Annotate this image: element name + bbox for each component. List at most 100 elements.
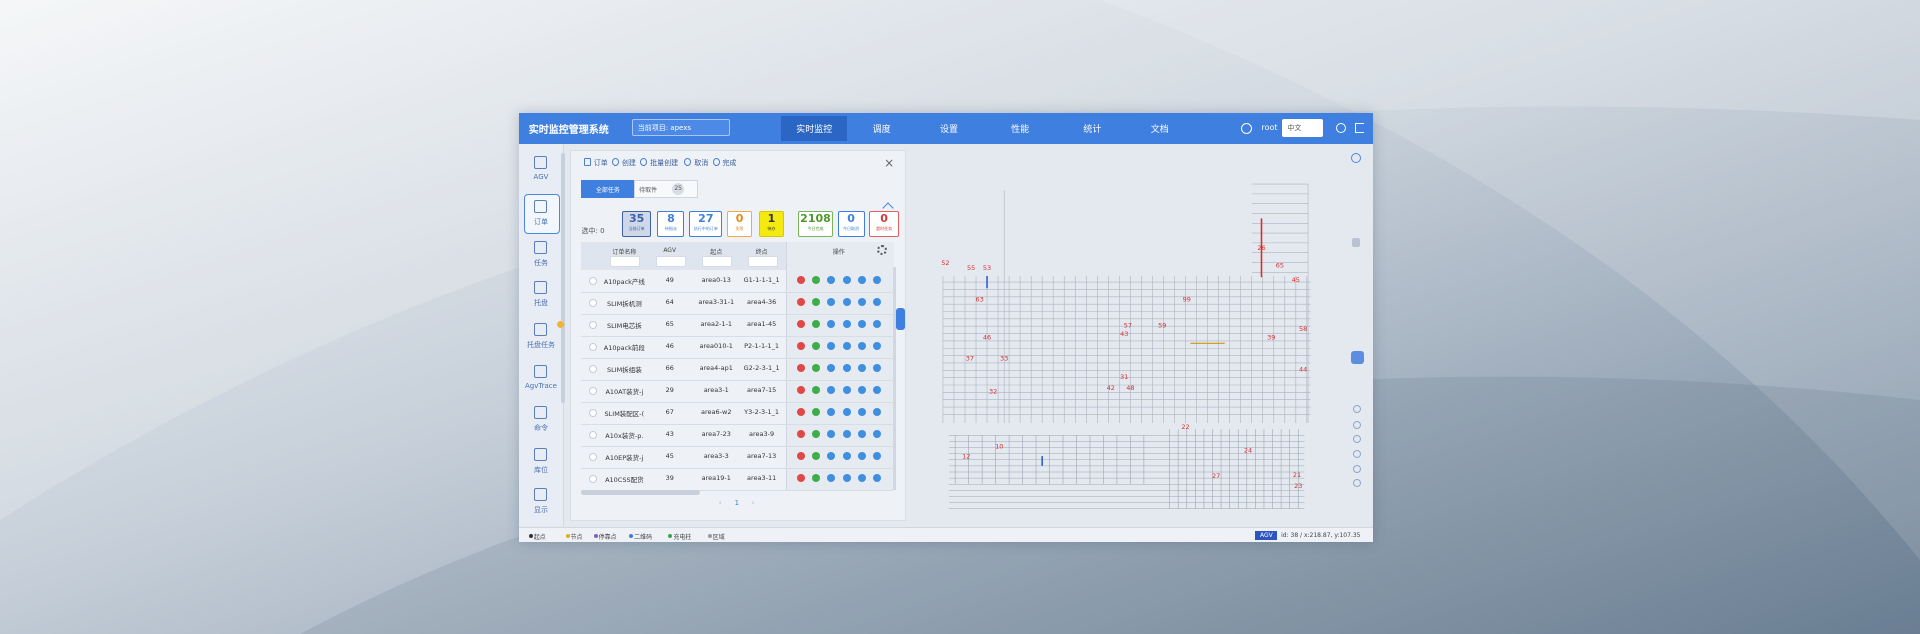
row-action[interactable]	[842, 319, 851, 328]
stat-card[interactable]: 2108 今日完成	[798, 211, 833, 237]
row-action[interactable]	[827, 297, 836, 306]
row-action[interactable]	[842, 452, 851, 461]
row-action[interactable]	[858, 319, 867, 328]
nav-item[interactable]: 文档	[1150, 125, 1169, 135]
row-action[interactable]	[796, 319, 805, 328]
row-action[interactable]	[873, 474, 882, 483]
settings-icon[interactable]	[876, 245, 887, 256]
row-action[interactable]	[873, 319, 882, 328]
toolbar-item[interactable]: 取消	[694, 159, 709, 168]
sidebar-icon[interactable]	[534, 156, 547, 170]
row-action[interactable]	[842, 430, 851, 439]
nav-item[interactable]: 调度	[872, 125, 891, 135]
map-tool[interactable]	[1353, 449, 1362, 458]
sidebar-label[interactable]: 订单	[534, 218, 548, 227]
page-number[interactable]: 1	[734, 498, 740, 507]
row-checkbox[interactable]	[588, 342, 597, 351]
row-action[interactable]	[873, 275, 882, 284]
row-action[interactable]	[827, 319, 836, 328]
sidebar-label[interactable]: 命令	[534, 424, 548, 433]
row-action[interactable]	[858, 385, 867, 394]
column-header[interactable]: 订单名称	[612, 248, 637, 256]
row-action[interactable]	[842, 385, 851, 394]
close-button[interactable]: ×	[884, 155, 895, 170]
logout-icon[interactable]	[1354, 123, 1364, 133]
tab[interactable]: 全部任务	[595, 187, 620, 195]
row-action[interactable]	[873, 341, 882, 350]
sidebar-icon[interactable]	[534, 447, 547, 461]
row-action[interactable]	[812, 407, 821, 416]
row-action[interactable]	[796, 275, 805, 284]
help-icon[interactable]	[1336, 123, 1347, 133]
column-filter[interactable]	[610, 256, 641, 268]
map-tool[interactable]	[1353, 404, 1362, 413]
row-action[interactable]	[812, 474, 821, 483]
row-checkbox[interactable]	[588, 453, 597, 462]
column-header[interactable]: 操作	[832, 248, 845, 256]
row-action[interactable]	[842, 363, 851, 372]
sidebar-icon[interactable]	[534, 240, 547, 254]
sidebar-label[interactable]: 显示	[534, 506, 548, 515]
row-checkbox[interactable]	[588, 276, 597, 285]
nav-item[interactable]: 设置	[940, 125, 959, 135]
row-action[interactable]	[873, 407, 882, 416]
scroll-thumb[interactable]	[896, 307, 906, 330]
stat-card[interactable]: 0 失败	[727, 211, 752, 237]
row-checkbox[interactable]	[588, 408, 597, 417]
row-action[interactable]	[858, 430, 867, 439]
stat-card[interactable]: 35 当前订单	[621, 211, 652, 237]
row-action[interactable]	[796, 363, 805, 372]
row-action[interactable]	[827, 452, 836, 461]
sidebar-icon[interactable]	[534, 281, 547, 295]
sidebar-label[interactable]: 托盘	[534, 299, 548, 308]
row-checkbox[interactable]	[588, 475, 597, 484]
column-filter[interactable]	[747, 256, 778, 268]
row-action[interactable]	[842, 407, 851, 416]
sidebar-label[interactable]: AGV	[533, 173, 549, 182]
row-action[interactable]	[873, 297, 882, 306]
toolbar-item[interactable]: 创建	[621, 159, 636, 168]
stat-card[interactable]: 1 待办	[759, 211, 784, 237]
sidebar-icon[interactable]	[534, 323, 547, 337]
tab[interactable]: 待取件	[639, 187, 658, 195]
stat-card[interactable]: 27 执行中的订单	[689, 211, 723, 237]
user-name[interactable]: root	[1261, 123, 1278, 132]
sidebar-icon[interactable]	[534, 488, 547, 502]
row-action[interactable]	[812, 297, 821, 306]
row-action[interactable]	[827, 275, 836, 284]
row-checkbox[interactable]	[588, 298, 597, 307]
column-filter[interactable]	[655, 256, 686, 268]
row-action[interactable]	[796, 452, 805, 461]
row-action[interactable]	[873, 363, 882, 372]
row-action[interactable]	[796, 297, 805, 306]
sidebar-icon[interactable]	[534, 364, 547, 378]
nav-item[interactable]: 统计	[1083, 125, 1102, 135]
sidebar-label[interactable]: AgvTrace	[525, 381, 557, 390]
project-select[interactable]: 当前项目: apexs	[631, 119, 730, 136]
row-action[interactable]	[842, 275, 851, 284]
map-tool[interactable]	[1353, 435, 1362, 444]
row-action[interactable]	[858, 452, 867, 461]
column-header[interactable]: 终点	[755, 248, 768, 256]
row-action[interactable]	[873, 385, 882, 394]
row-action[interactable]	[858, 474, 867, 483]
row-action[interactable]	[796, 385, 805, 394]
row-action[interactable]	[873, 430, 882, 439]
sidebar-icon[interactable]	[534, 406, 547, 420]
row-action[interactable]	[858, 297, 867, 306]
row-action[interactable]	[812, 430, 821, 439]
nav-item[interactable]: 性能	[1011, 125, 1030, 135]
row-action[interactable]	[858, 363, 867, 372]
column-header[interactable]: AGV	[663, 246, 677, 254]
row-action[interactable]	[796, 430, 805, 439]
map-tool[interactable]	[1353, 464, 1362, 473]
row-action[interactable]	[812, 341, 821, 350]
column-header[interactable]: 起点	[710, 248, 723, 256]
toolbar-item[interactable]: 完成	[722, 159, 737, 168]
sidebar-label[interactable]: 库位	[534, 465, 548, 474]
page-next[interactable]: ›	[751, 498, 755, 507]
row-action[interactable]	[827, 363, 836, 372]
page-prev[interactable]: ‹	[718, 498, 722, 507]
row-action[interactable]	[796, 474, 805, 483]
map-tool[interactable]	[1353, 479, 1362, 488]
